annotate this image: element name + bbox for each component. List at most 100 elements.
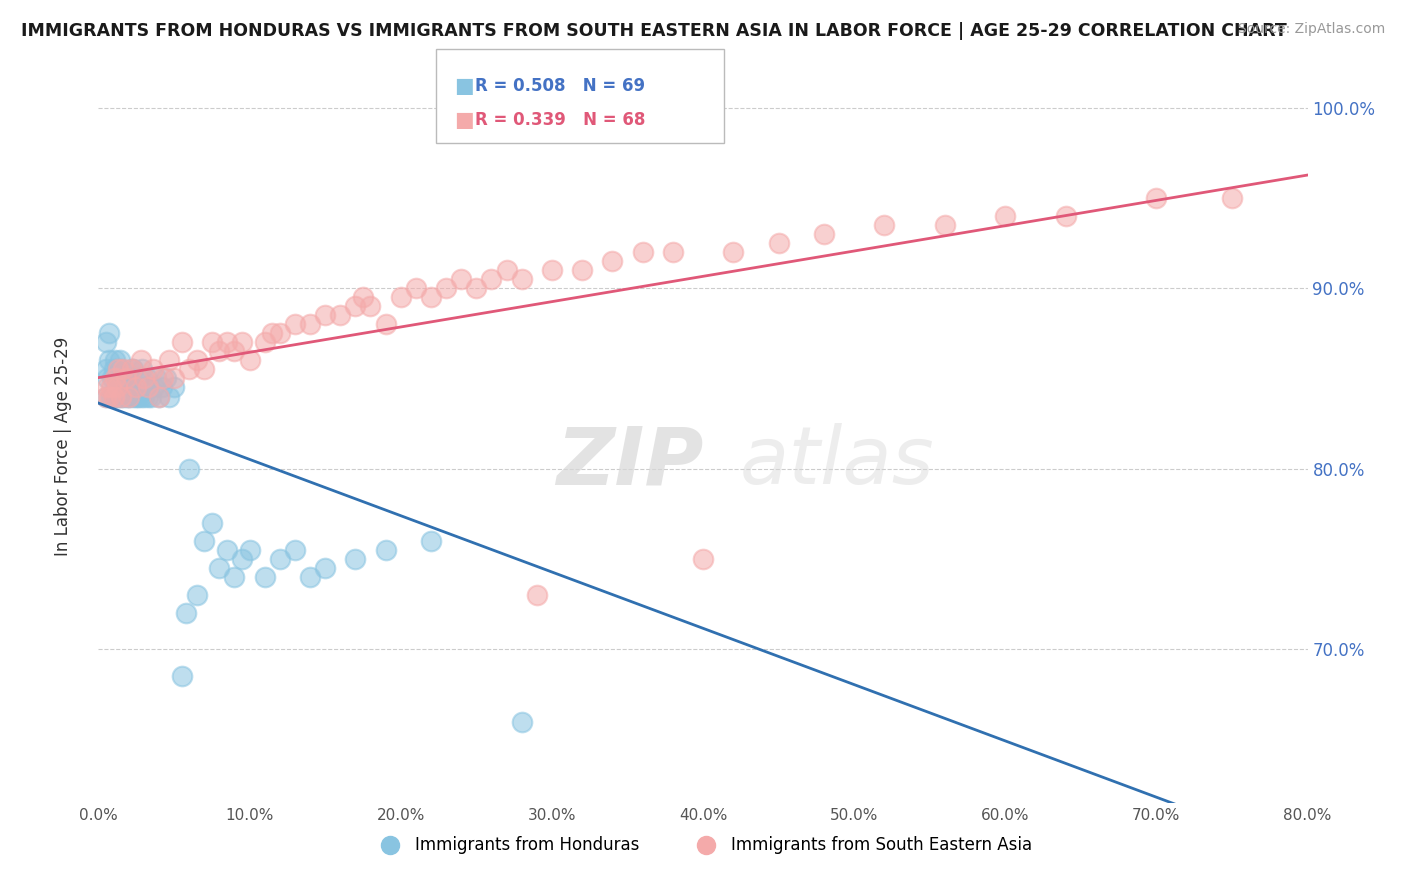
- Point: [100, 380, 122, 394]
- Point: [134, 380, 156, 394]
- Text: In Labor Force | Age 25-29: In Labor Force | Age 25-29: [55, 336, 72, 556]
- Point: [174, 606, 197, 620]
- Point: [125, 380, 148, 394]
- Point: [510, 272, 533, 286]
- Point: [118, 390, 141, 404]
- Point: [129, 390, 152, 404]
- Point: [118, 390, 141, 404]
- Text: IMMIGRANTS FROM HONDURAS VS IMMIGRANTS FROM SOUTH EASTERN ASIA IN LABOR FORCE | : IMMIGRANTS FROM HONDURAS VS IMMIGRANTS F…: [21, 22, 1286, 40]
- Point: [103, 390, 125, 404]
- Point: [115, 390, 138, 404]
- Point: [114, 371, 136, 385]
- Point: [1144, 191, 1167, 205]
- Point: [934, 218, 956, 232]
- Point: [352, 290, 374, 304]
- Point: [224, 570, 246, 584]
- Point: [540, 263, 562, 277]
- Point: [201, 335, 224, 350]
- Point: [374, 543, 396, 558]
- Point: [98, 326, 121, 341]
- Point: [231, 335, 253, 350]
- Legend: Immigrants from Honduras, Immigrants from South Eastern Asia: Immigrants from Honduras, Immigrants fro…: [367, 830, 1039, 861]
- Point: [98, 353, 121, 368]
- Point: [114, 371, 136, 385]
- Point: [314, 561, 336, 575]
- Point: [132, 371, 155, 385]
- Point: [186, 588, 208, 602]
- Text: R = 0.339   N = 68: R = 0.339 N = 68: [475, 111, 645, 128]
- Point: [110, 390, 132, 404]
- Text: atlas: atlas: [740, 423, 934, 501]
- Point: [136, 390, 159, 404]
- Point: [159, 390, 181, 404]
- Point: [132, 390, 155, 404]
- Point: [1054, 209, 1077, 223]
- Point: [239, 353, 262, 368]
- Point: [602, 254, 624, 268]
- Point: [186, 353, 208, 368]
- Point: [141, 390, 163, 404]
- Point: [420, 290, 443, 304]
- Point: [170, 669, 193, 683]
- Text: Source: ZipAtlas.com: Source: ZipAtlas.com: [1237, 22, 1385, 37]
- Point: [253, 335, 276, 350]
- Point: [994, 209, 1017, 223]
- Point: [110, 390, 132, 404]
- Point: [96, 380, 118, 394]
- Point: [239, 543, 262, 558]
- Point: [148, 390, 170, 404]
- Point: [873, 218, 896, 232]
- Point: [526, 588, 548, 602]
- Point: [100, 390, 122, 404]
- Point: [103, 390, 125, 404]
- Point: [122, 362, 145, 376]
- Point: [163, 380, 186, 394]
- Point: [631, 245, 654, 260]
- Point: [215, 543, 238, 558]
- Point: [193, 533, 215, 548]
- Point: [105, 371, 128, 385]
- Point: [111, 380, 134, 394]
- Point: [284, 318, 307, 332]
- Point: [179, 362, 201, 376]
- Point: [103, 362, 125, 376]
- Point: [105, 390, 128, 404]
- Point: [262, 326, 284, 341]
- Point: [231, 552, 253, 566]
- Point: [107, 390, 129, 404]
- Point: [170, 335, 193, 350]
- Point: [344, 552, 367, 566]
- Point: [329, 308, 352, 322]
- Point: [299, 570, 322, 584]
- Point: [96, 371, 118, 385]
- Point: [813, 227, 835, 241]
- Point: [101, 371, 124, 385]
- Point: [159, 353, 181, 368]
- Point: [768, 235, 790, 250]
- Point: [179, 461, 201, 475]
- Point: [495, 263, 517, 277]
- Point: [107, 362, 129, 376]
- Point: [215, 335, 238, 350]
- Point: [129, 353, 152, 368]
- Point: [269, 326, 291, 341]
- Point: [111, 362, 134, 376]
- Point: [121, 362, 143, 376]
- Point: [314, 308, 336, 322]
- Point: [661, 245, 683, 260]
- Point: [692, 552, 714, 566]
- Point: [110, 362, 132, 376]
- Point: [107, 362, 129, 376]
- Point: [152, 371, 174, 385]
- Point: [481, 272, 503, 286]
- Point: [125, 390, 148, 404]
- Point: [108, 380, 131, 394]
- Point: [389, 290, 412, 304]
- Point: [127, 390, 149, 404]
- Point: [163, 371, 186, 385]
- Point: [360, 299, 382, 313]
- Point: [142, 362, 165, 376]
- Point: [193, 362, 215, 376]
- Point: [571, 263, 593, 277]
- Point: [269, 552, 291, 566]
